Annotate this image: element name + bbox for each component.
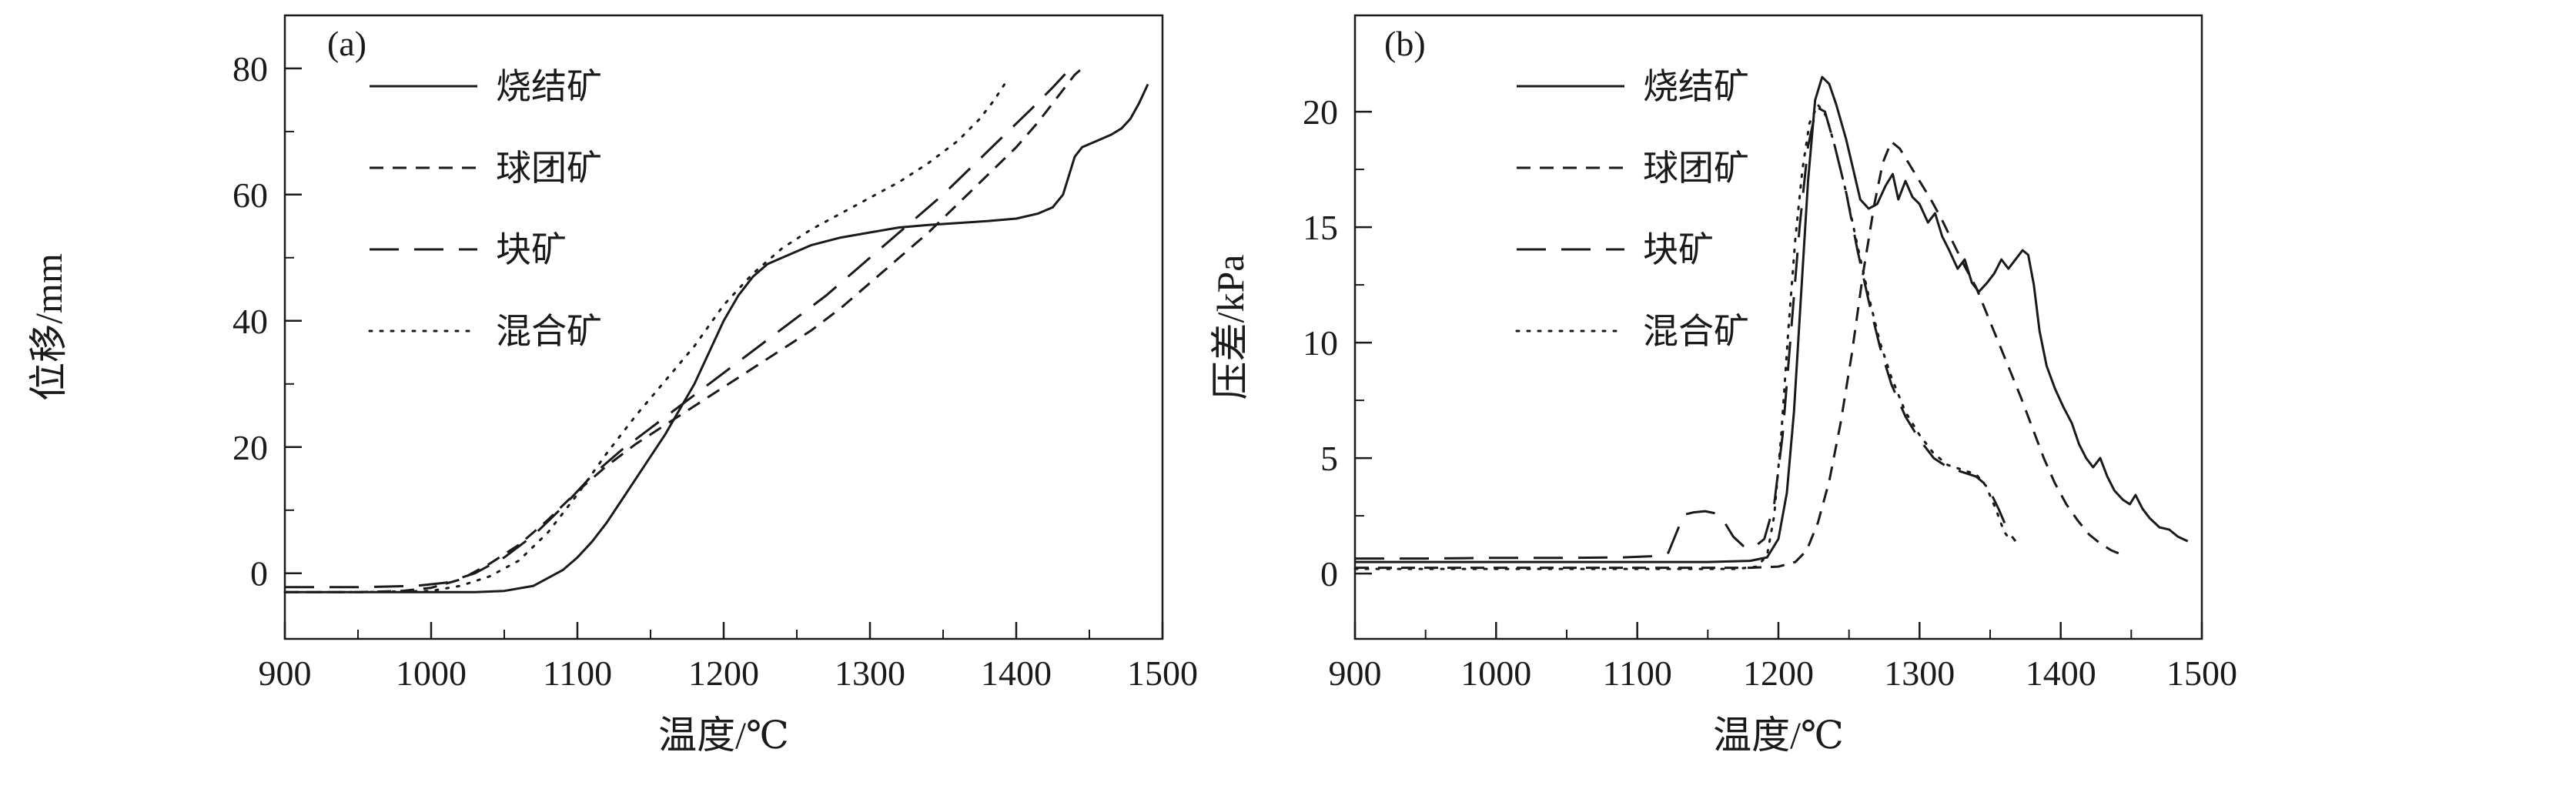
legend-label-sinter: 烧结矿 bbox=[496, 67, 602, 106]
legend-label-mixed: 混合矿 bbox=[1643, 312, 1749, 351]
y-tick-label: 15 bbox=[1303, 208, 1338, 247]
legend-label-sinter: 烧结矿 bbox=[1643, 67, 1749, 106]
legend-item-pellet: 球团矿 bbox=[370, 149, 602, 188]
x-tick-label: 1300 bbox=[835, 654, 905, 693]
y-tick-label: 20 bbox=[233, 428, 268, 467]
x-tick-label: 900 bbox=[1329, 654, 1382, 693]
x-tick-label: 1000 bbox=[1460, 654, 1531, 693]
series-sinter bbox=[285, 83, 1149, 593]
x-tick-label: 1200 bbox=[688, 654, 759, 693]
panel-label: (b) bbox=[1384, 24, 1426, 63]
panel-label: (a) bbox=[327, 24, 366, 63]
y-tick-label: 60 bbox=[233, 176, 268, 215]
x-tick-label: 1300 bbox=[1884, 654, 1955, 693]
x-tick-label: 1200 bbox=[1743, 654, 1814, 693]
legend-item-sinter: 烧结矿 bbox=[1517, 67, 1749, 106]
y-axis-label: 位移/mm bbox=[27, 253, 70, 401]
x-tick-label: 1000 bbox=[396, 654, 467, 693]
legend-label-mixed: 混合矿 bbox=[496, 312, 602, 351]
legend-label-pellet: 球团矿 bbox=[496, 149, 602, 188]
legend-item-mixed: 混合矿 bbox=[1515, 312, 1749, 351]
chart-panel-b: 900 1000 1100 1200 1300 1400 1500 0 5 10 15 20 温度/℃ 压… bbox=[1209, 14, 2237, 757]
x-axis-label: 温度/℃ bbox=[1713, 714, 1844, 757]
y-tick-label: 0 bbox=[1320, 554, 1338, 593]
legend-label-lump: 块矿 bbox=[496, 230, 567, 269]
legend-label-pellet: 球团矿 bbox=[1643, 149, 1749, 188]
y-tick-label: 20 bbox=[1303, 92, 1338, 132]
y-tick-label: 0 bbox=[250, 554, 268, 593]
legend-item-sinter: 烧结矿 bbox=[370, 67, 602, 106]
y-tick-label: 40 bbox=[233, 302, 268, 341]
series-lump bbox=[285, 70, 1069, 589]
legend-label-lump: 块矿 bbox=[1643, 230, 1714, 269]
y-axis-label: 压差/kPa bbox=[1209, 255, 1252, 400]
chart-panel-a: 900 1000 1100 1200 1300 1400 1500 0 20 40 60 80 温度/℃… bbox=[27, 14, 1198, 757]
x-tick-label: 1400 bbox=[2026, 654, 2096, 693]
legend-item-pellet: 球团矿 bbox=[1517, 149, 1749, 188]
x-tick-label: 1400 bbox=[981, 654, 1052, 693]
legend-item-mixed: 混合矿 bbox=[368, 312, 602, 351]
series-pellet bbox=[1355, 140, 2123, 570]
series-lump bbox=[1355, 105, 2017, 560]
y-tick-label: 10 bbox=[1303, 323, 1338, 363]
x-tick-label: 1100 bbox=[543, 654, 612, 693]
x-tick-label: 900 bbox=[259, 654, 312, 693]
legend-item-lump: 块矿 bbox=[1517, 230, 1714, 269]
x-tick-label: 1100 bbox=[1603, 654, 1672, 693]
x-tick-label: 1500 bbox=[1127, 654, 1198, 693]
series-mixed bbox=[283, 82, 1006, 593]
series-sinter bbox=[1355, 75, 2189, 563]
x-axis-label: 温度/℃ bbox=[658, 714, 789, 757]
legend-item-lump: 块矿 bbox=[370, 230, 567, 269]
series-pellet bbox=[285, 67, 1083, 593]
y-tick-label: 5 bbox=[1320, 439, 1338, 478]
plot-frame bbox=[1353, 14, 2203, 640]
x-tick-label: 1500 bbox=[2166, 654, 2237, 693]
y-tick-label: 80 bbox=[233, 49, 268, 89]
